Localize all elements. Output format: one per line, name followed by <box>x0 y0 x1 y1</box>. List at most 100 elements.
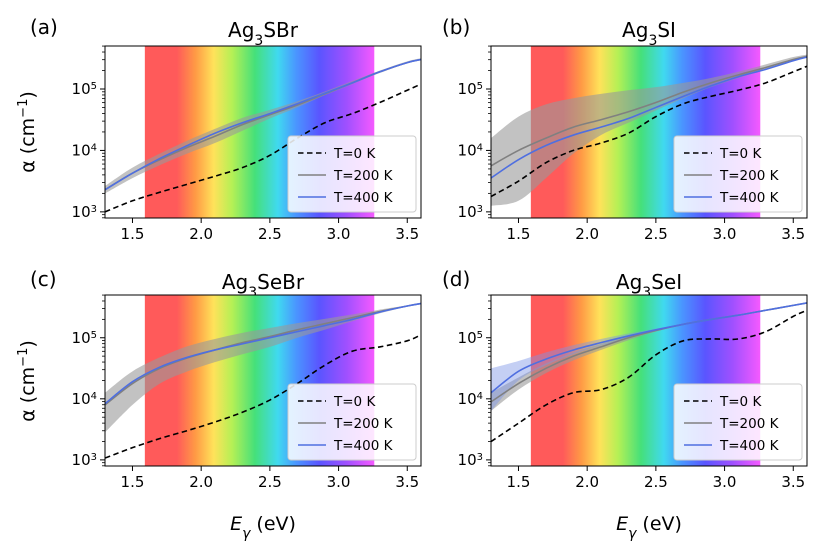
y-tick-label: 103 <box>72 203 97 221</box>
panel-letter: (b) <box>442 15 470 39</box>
y-tick-exp: 4 <box>477 142 483 153</box>
y-tick-exp: 3 <box>477 203 483 214</box>
y-tick-exp: 4 <box>477 390 483 401</box>
x-tick-label: 2.0 <box>189 473 213 491</box>
y-tick-exp: 3 <box>91 451 97 462</box>
panel-title: Ag3SeBr <box>222 270 305 301</box>
y-tick-label: 104 <box>72 141 97 159</box>
y-axis-label-top: α (cm−1) <box>16 91 40 173</box>
y-tick-base: 10 <box>458 390 477 408</box>
y-tick-exp: 5 <box>91 329 97 340</box>
legend-label: T=200 K <box>719 168 780 184</box>
series-group <box>491 54 807 206</box>
x-tick-label: 3.0 <box>327 225 351 243</box>
y-tick-base: 10 <box>458 141 477 159</box>
panel-title: Ag3SI <box>622 18 676 49</box>
legend-label: T=400 K <box>719 438 780 454</box>
panel-title: Ag3SeI <box>616 270 682 301</box>
panel-title: Ag3SBr <box>228 18 299 49</box>
title-sub: 3 <box>254 33 263 49</box>
y-tick-exp: 5 <box>91 81 97 92</box>
title-rest: SeBr <box>257 270 305 294</box>
legend-box <box>287 383 417 461</box>
legend-box <box>673 135 803 213</box>
y-tick-base: 10 <box>72 329 91 347</box>
y-tick-base: 10 <box>458 80 477 98</box>
y-tick-label: 104 <box>458 390 483 408</box>
x-tick-label: 3.5 <box>781 473 805 491</box>
x-tick-label: 1.5 <box>507 225 531 243</box>
y-tick-label: 103 <box>458 203 483 221</box>
panel-letter: (d) <box>442 267 470 291</box>
series-group <box>105 302 421 459</box>
y-tick-label: 105 <box>72 329 97 347</box>
x-tick-label: 2.5 <box>644 225 668 243</box>
legend: T=0 K T=200 K T=400 K <box>287 383 417 461</box>
y-tick-exp: 5 <box>477 329 483 340</box>
y-tick-label: 105 <box>458 329 483 347</box>
x-tick-label: 3.5 <box>395 225 419 243</box>
series-line-t200k <box>491 55 807 167</box>
y-tick-exp: 3 <box>477 451 483 462</box>
xlabel-sub: γ <box>242 526 251 542</box>
y-tick-base: 10 <box>458 203 477 221</box>
x-tick-label: 3.5 <box>395 473 419 491</box>
title-rest: SBr <box>263 18 298 42</box>
uncertainty-band-t200k <box>491 54 807 206</box>
title-main: Ag <box>222 270 248 294</box>
xlabel-main: E <box>616 513 628 535</box>
legend-label: T=0 K <box>719 394 762 410</box>
y-tick-base: 10 <box>458 451 477 469</box>
legend-label: T=200 K <box>333 168 394 184</box>
y-tick-base: 10 <box>458 329 477 347</box>
x-tick-label: 3.0 <box>713 225 737 243</box>
y-tick-label: 103 <box>72 451 97 469</box>
series-line-t400k <box>105 58 421 191</box>
panel-letter: (a) <box>30 15 58 39</box>
y-tick-base: 10 <box>72 390 91 408</box>
series-line-t0k <box>491 309 807 443</box>
series-line-t400k <box>491 302 807 394</box>
xlabel-unit: (eV) <box>636 513 682 535</box>
xlabel-unit: (eV) <box>250 513 296 535</box>
series-line-t400k <box>491 56 807 179</box>
legend: T=0 K T=200 K T=400 K <box>287 135 417 213</box>
y-tick-base: 10 <box>72 141 91 159</box>
panel-c: (c) Ag3SeBr 1.5 2.0 2.5 3.0 3.5103104105T=0 … <box>30 267 422 491</box>
y-tick-label: 104 <box>72 390 97 408</box>
legend-box <box>673 383 803 461</box>
legend-label: T=400 K <box>719 190 780 206</box>
xlabel-sub: γ <box>628 526 637 542</box>
legend-label: T=200 K <box>719 416 780 432</box>
y-tick-label: 105 <box>458 80 483 98</box>
panel-letter: (c) <box>30 267 57 291</box>
series-line-t0k <box>491 65 807 198</box>
legend-label: T=0 K <box>333 394 376 410</box>
x-tick-label: 2.0 <box>189 225 213 243</box>
x-tick-label: 2.0 <box>575 225 599 243</box>
title-main: Ag <box>622 18 648 42</box>
legend-label: T=400 K <box>333 190 394 206</box>
series-group <box>105 58 421 213</box>
y-tick-label: 103 <box>458 451 483 469</box>
legend-label: T=200 K <box>333 416 394 432</box>
x-tick-label: 1.5 <box>507 473 531 491</box>
title-main: Ag <box>616 270 642 294</box>
x-tick-label: 2.5 <box>258 225 282 243</box>
x-tick-label: 3.5 <box>781 225 805 243</box>
series-line-t0k <box>105 333 421 459</box>
y-tick-exp: 5 <box>477 81 483 92</box>
ylabel-close: ) <box>17 91 39 98</box>
legend-box <box>287 135 417 213</box>
x-tick-label: 2.5 <box>258 473 282 491</box>
legend: T=0 K T=200 K T=400 K <box>673 135 803 213</box>
title-sub: 3 <box>642 285 651 301</box>
x-tick-label: 1.5 <box>121 225 145 243</box>
